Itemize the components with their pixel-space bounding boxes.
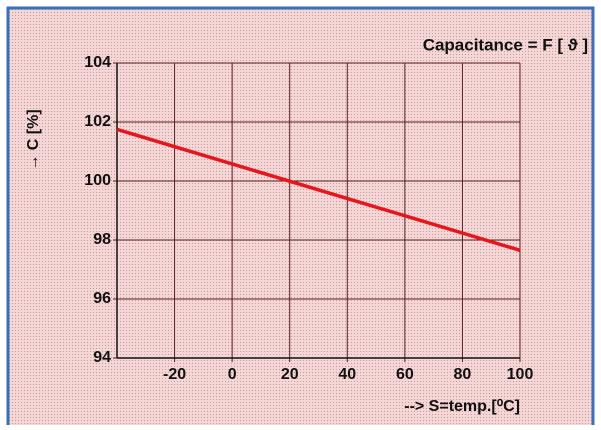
data-line [116,127,521,253]
y-axis-label: → C [%] [25,109,42,170]
y-tick-label: 94 [93,349,111,366]
y-tick-label: 102 [84,113,111,130]
x-tick-label: 100 [507,366,534,383]
x-tick-label: 20 [281,366,299,383]
y-tick-label: 98 [93,231,111,248]
x-tick-label: 60 [396,366,414,383]
x-tick-label: 80 [454,366,472,383]
y-tick-label: 100 [84,172,111,189]
y-tick-label: 96 [93,290,111,307]
x-tick-label: 0 [228,366,237,383]
x-axis-label: --> S=temp.[⁰C] [404,398,520,415]
y-tick-label: 104 [84,54,111,71]
x-tick-label: -20 [163,366,186,383]
x-tick-label: 40 [338,366,356,383]
chart-title: Capacitance = F [ ϑ ] [423,35,588,54]
